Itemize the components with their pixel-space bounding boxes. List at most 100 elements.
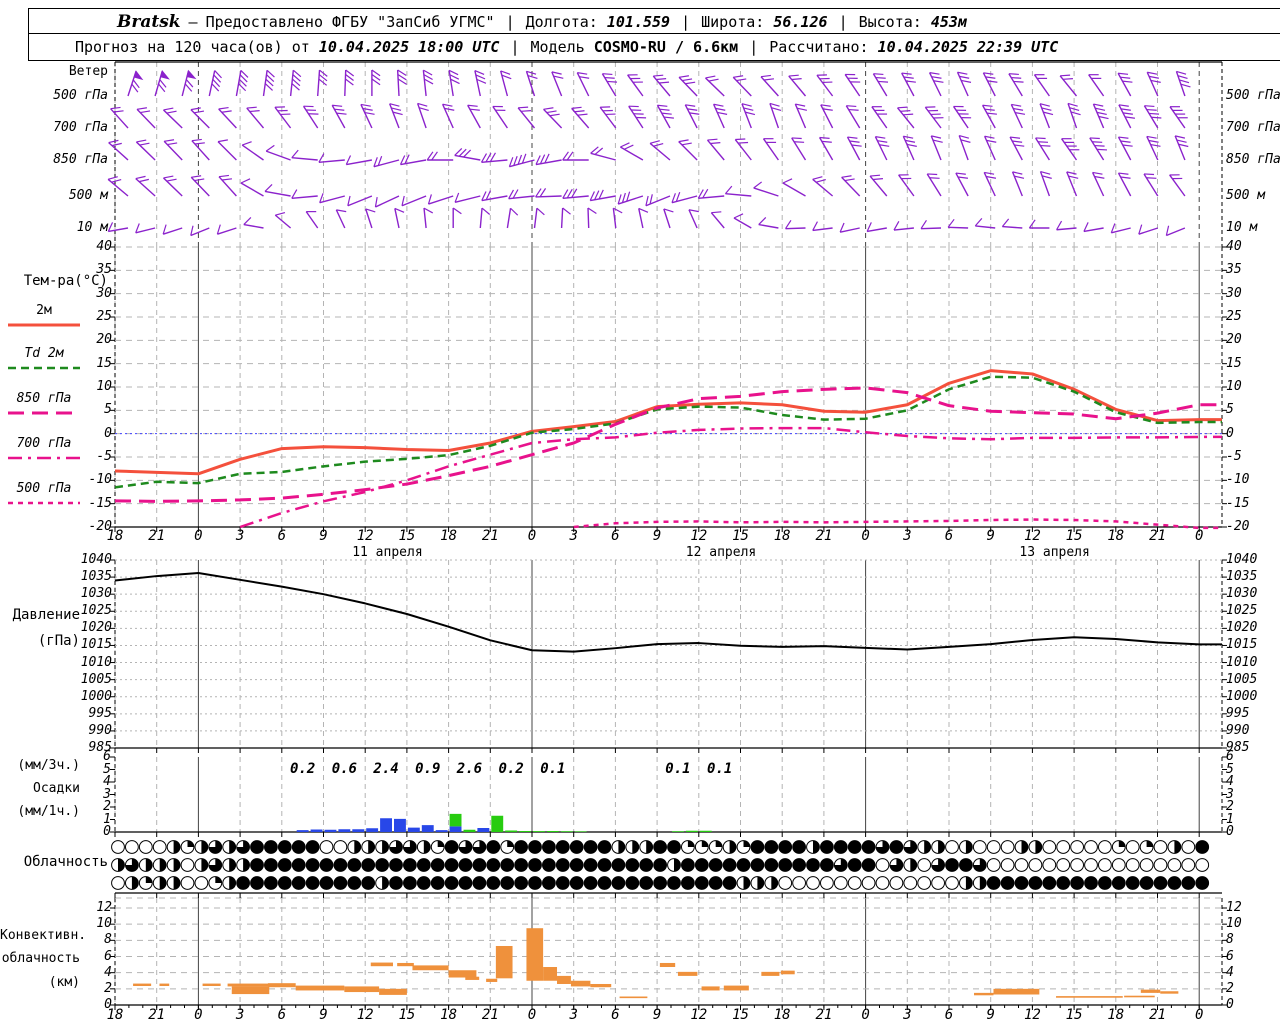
pressure-axis-label-right: 1020 [1226,620,1258,636]
wind-barb-shaft [492,106,508,129]
pressure-axis-label: 1010 [80,654,112,670]
wind-barb-feather [275,211,286,216]
cloud-cover-symbol [861,876,876,890]
cloud-cover-fill [187,840,194,847]
cloud-cover-symbol [305,840,320,854]
wind-barb-feather [424,78,434,85]
wind-barb-shaft [135,178,156,197]
cloud-cover-symbol [750,840,765,854]
wind-barb-feather [1070,111,1081,116]
wind-barb-shaft [590,195,616,202]
wind-barb-shaft [952,106,969,129]
cloud-cover-fill [973,858,987,872]
pressure-axis-label-right: 1025 [1226,603,1258,619]
wind-barb-feather [738,141,749,144]
wind-barb-feather [249,110,260,113]
wind-barb-shaft [706,139,725,161]
cloud-cover-fill [229,858,236,872]
wind-barb-feather [423,69,433,76]
cloud-cover-fill [173,858,181,872]
pressure-axis-label-right: 1015 [1226,637,1258,653]
wind-barb-feather [238,83,247,92]
cloud-cover-fill [473,840,486,854]
wind-barb-feather [345,78,354,86]
hour-label-mid: 21 [815,528,833,544]
wind-barb-shaft [1009,136,1023,161]
wind-barb-shaft [816,74,834,97]
wind-barb-shaft [893,227,914,231]
pressure-axis-label-right: 995 [1226,705,1250,721]
hour-label-mid: 12 [1023,528,1041,544]
wind-barb-feather [371,74,381,81]
wind-barb-feather [745,111,756,116]
wind-barb-feather [900,109,911,112]
precip-bar-rain [352,829,365,832]
wind-barb-feather [1093,103,1104,107]
wind-barb-feather [1147,71,1158,75]
wind-barb-feather [577,113,588,116]
cloud-cover-symbol [1195,840,1210,854]
cloud-cover-symbol [1028,858,1043,872]
wind-barb-feather [319,193,324,203]
precip-bar-snow [560,831,573,832]
wind-barb-shaft [190,227,210,237]
wind-barb-feather [399,155,406,165]
cloud-cover-symbol [1084,876,1098,890]
precip-bar-rain [449,826,462,832]
wind-barb-feather [791,78,802,81]
wind-barb-feather [682,78,693,82]
wind-barb-feather [373,157,378,167]
wind-barb-feather [959,75,970,79]
wind-barb-feather [986,112,997,115]
pressure-axis-label: 1040 [80,552,112,567]
wind-barb-shaft [467,104,481,129]
cloud-cover-symbol [792,876,806,890]
wind-barb-feather [450,78,460,85]
wind-barb-shaft [1039,103,1051,129]
wind-barb-feather [476,78,487,84]
temp-legend-700hpa: 700 гПа [16,436,72,451]
wind-barb-feather [1012,171,1023,175]
cloud-cover-symbol [1195,858,1210,872]
wind-barb-shaft [652,75,671,97]
hour-label-bottom: 0 [194,1007,203,1023]
wind-barb-shaft [678,76,698,97]
cloud-cover-symbol [1014,858,1029,872]
wind-barb-shaft [235,70,242,97]
wind-barb-feather [135,223,140,234]
cloud-cover-fill [229,876,236,890]
wind-barb-shaft [758,223,779,229]
wind-barb-feather [166,178,177,182]
wind-barb-feather [1095,107,1106,111]
cloud-cover-symbol [1153,840,1168,854]
wind-barb-feather [741,103,752,107]
conv-axis-label-right: 10 [1226,916,1242,932]
wind-barb-feather [929,177,940,179]
wind-barb-shaft [617,195,644,205]
wind-barb-shaft [649,142,671,161]
cloud-cover-fill [382,840,389,854]
wind-barb-feather [671,193,676,203]
cloud-cover-symbol [1070,840,1084,854]
temp-axis-label: -5 [96,449,112,464]
wind-level-label-10m-right: 10 м [1226,220,1258,235]
wind-barb-feather [1056,220,1063,231]
wind-barb-feather [1118,72,1129,75]
wind-barb-feather [1037,141,1049,143]
wind-barb-feather [1122,144,1133,147]
convective-cloud-bar [465,976,480,980]
convective-cloud-bar [1140,989,1161,993]
hour-label-bottom: 18 [1107,1007,1125,1023]
hour-label-mid: 6 [944,528,954,544]
cloud-cover-fill [715,840,723,847]
wind-barb-shaft [725,193,752,197]
precip-bar-rain [477,828,490,832]
wind-barb-feather [190,225,194,236]
wind-barb-feather [903,113,914,116]
wind-barb-feather [927,173,938,176]
pressure-axis-label: 1000 [80,688,112,704]
cloud-cover-symbol [416,876,431,890]
wind-barb-feather [1179,79,1190,84]
wind-barb-shaft [1035,137,1050,161]
cloud-cover-symbol [305,858,320,872]
